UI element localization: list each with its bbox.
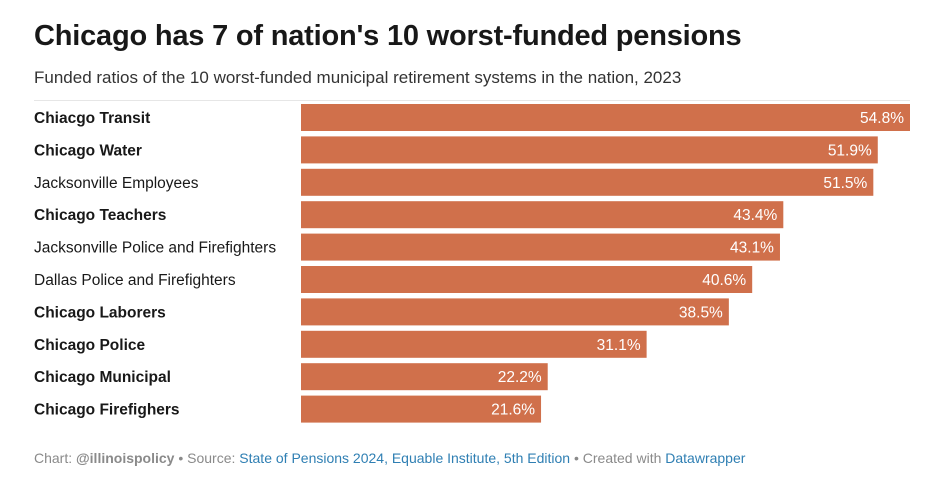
value-label-chiacgo-transit: 54.8% xyxy=(860,110,904,127)
bar-chicago-water[interactable] xyxy=(301,136,878,164)
bar-chiacgo-transit[interactable] xyxy=(301,104,910,131)
footer-chart-prefix: Chart: xyxy=(34,450,77,466)
bar-chicago-police[interactable] xyxy=(301,330,647,358)
category-label-chicago-firefighers: Chicago Firefighers xyxy=(34,402,180,419)
value-label-chicago-police: 31.1% xyxy=(597,337,641,354)
value-label-chicago-water: 51.9% xyxy=(828,142,872,159)
footer-chart-credit[interactable]: @illinoispolicy xyxy=(76,450,175,466)
value-label-jacksonville-police-and-firefighters: 43.1% xyxy=(730,240,774,257)
category-label-chicago-police: Chicago Police xyxy=(34,337,145,354)
bar-chicago-firefighers[interactable] xyxy=(301,395,542,423)
value-label-jacksonville-employees: 51.5% xyxy=(823,175,867,192)
category-label-dallas-police-and-firefighters: Dallas Police and Firefighters xyxy=(34,272,236,289)
category-label-jacksonville-employees: Jacksonville Employees xyxy=(34,175,199,192)
bar-dallas-police-and-firefighters[interactable] xyxy=(301,266,753,293)
bar-chicago-municipal[interactable] xyxy=(301,363,548,391)
bar-jacksonville-employees[interactable] xyxy=(301,168,874,196)
category-label-chicago-laborers: Chicago Laborers xyxy=(34,304,166,321)
bar-chart: Chiacgo Transit 54.8% Chicago Water 51.9% Ja… xyxy=(34,104,910,423)
value-label-chicago-laborers: 38.5% xyxy=(679,304,723,321)
category-label-chicago-water: Chicago Water xyxy=(34,142,142,159)
chart-title: Chicago has 7 of nation's 10 worst-funde… xyxy=(34,20,742,52)
value-label-chicago-municipal: 22.2% xyxy=(498,369,542,386)
chart-subtitle: Funded ratios of the 10 worst-funded mun… xyxy=(34,68,682,87)
footer-source-link[interactable]: State of Pensions 2024, Equable Institut… xyxy=(239,450,571,466)
category-label-jacksonville-police-and-firefighters: Jacksonville Police and Firefighters xyxy=(34,240,276,257)
bar-jacksonville-police-and-firefighters[interactable] xyxy=(301,233,780,261)
value-label-chicago-teachers: 43.4% xyxy=(733,207,777,224)
bar-chicago-teachers[interactable] xyxy=(301,201,784,229)
category-label-chiacgo-transit: Chiacgo Transit xyxy=(34,110,150,127)
footer-datawrapper-link[interactable]: Datawrapper xyxy=(665,450,746,466)
header-divider xyxy=(34,100,910,101)
category-label-chicago-municipal: Chicago Municipal xyxy=(34,369,171,386)
chart-footer: Chart: @illinoispolicy • Source: State o… xyxy=(34,450,745,466)
value-label-dallas-police-and-firefighters: 40.6% xyxy=(702,272,746,289)
value-label-chicago-firefighers: 21.6% xyxy=(491,402,535,419)
footer-source-prefix: • Source: xyxy=(174,450,240,466)
footer-created-with: • Created with xyxy=(570,450,666,466)
bar-chicago-laborers[interactable] xyxy=(301,298,729,326)
category-label-chicago-teachers: Chicago Teachers xyxy=(34,207,166,224)
